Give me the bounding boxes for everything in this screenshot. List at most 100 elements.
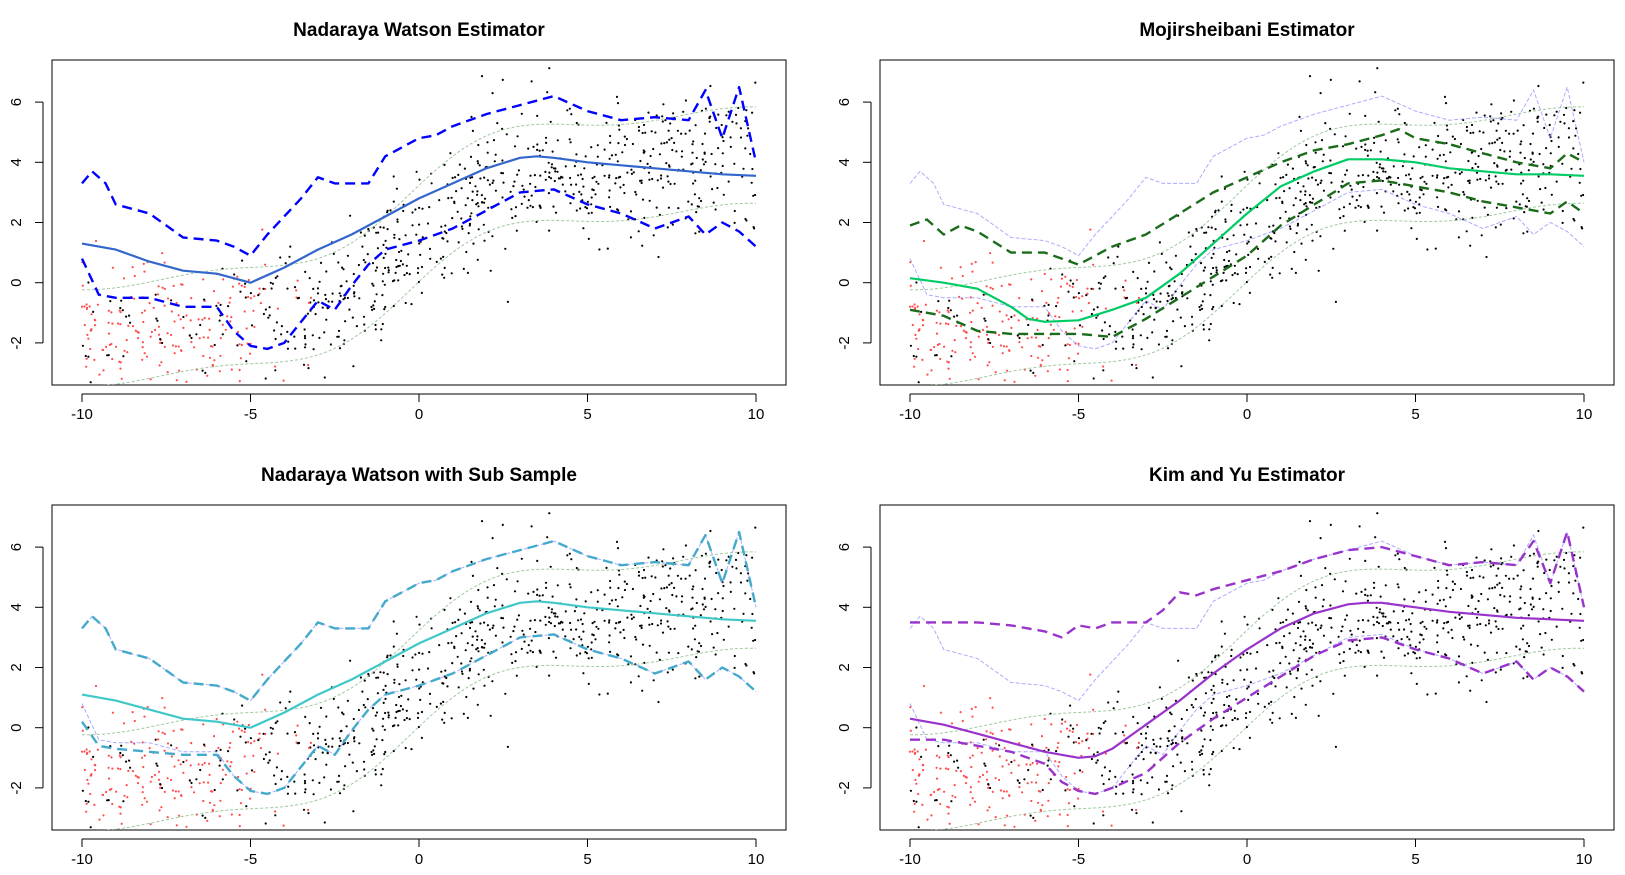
scatter-point	[1449, 151, 1452, 154]
scatter-point-red	[130, 856, 132, 858]
scatter-point	[1355, 644, 1358, 647]
scatter-point	[1483, 114, 1486, 117]
scatter-point-red	[166, 332, 169, 335]
scatter-point	[401, 263, 404, 266]
scatter-point	[453, 200, 456, 203]
scatter-point	[949, 754, 952, 757]
scatter-point	[1202, 714, 1205, 717]
scatter-point	[1468, 181, 1471, 185]
scatter-point-red	[935, 766, 938, 769]
scatter-point	[92, 310, 95, 313]
scatter-point	[625, 582, 629, 586]
scatter-point	[1209, 725, 1212, 728]
scatter-point	[1233, 717, 1236, 720]
scatter-point	[1278, 641, 1281, 644]
scatter-point	[1281, 645, 1284, 648]
scatter-point-red	[202, 354, 205, 358]
y-tick-label: -2	[836, 336, 853, 349]
scatter-point	[569, 647, 572, 650]
scatter-point	[1078, 769, 1082, 772]
scatter-point	[1153, 318, 1156, 321]
scatter-point	[1112, 707, 1115, 710]
scatter-point-red	[991, 304, 994, 307]
scatter-point	[443, 266, 446, 269]
scatter-point	[1227, 259, 1230, 263]
scatter-point	[754, 81, 757, 84]
scatter-point	[614, 598, 617, 601]
scatter-point	[1367, 651, 1370, 655]
scatter-point	[1291, 612, 1294, 615]
scatter-point	[570, 113, 573, 116]
scatter-point	[1132, 715, 1135, 719]
scatter-point	[1305, 228, 1308, 231]
scatter-point	[539, 619, 542, 622]
scatter-point-red	[909, 706, 912, 709]
scatter-point	[523, 640, 526, 643]
scatter-point	[1366, 594, 1369, 597]
scatter-point	[703, 151, 706, 154]
scatter-point	[1085, 294, 1088, 297]
scatter-point	[536, 588, 539, 591]
scatter-point	[1519, 607, 1522, 610]
scatter-point	[428, 206, 431, 209]
scatter-point	[1102, 276, 1105, 279]
scatter-point	[1539, 633, 1542, 636]
scatter-point	[1322, 153, 1325, 156]
scatter-point-red	[276, 307, 279, 310]
scatter-point	[639, 159, 642, 163]
scatter-point-red	[81, 729, 84, 732]
scatter-point-red	[253, 740, 256, 743]
scatter-point	[1482, 576, 1485, 579]
scatter-point	[486, 624, 489, 627]
scatter-point	[396, 665, 399, 668]
scatter-point	[404, 234, 407, 237]
scatter-point	[441, 273, 444, 276]
scatter-point	[1199, 262, 1203, 265]
scatter-point	[410, 748, 413, 751]
scatter-point-red	[94, 319, 97, 322]
scatter-point	[516, 135, 519, 138]
scatter-point	[344, 320, 347, 323]
scatter-point	[1444, 653, 1447, 656]
scatter-point	[1282, 176, 1285, 179]
scatter-point	[746, 579, 749, 582]
scatter-point-red	[1089, 228, 1092, 231]
scatter-point-red	[930, 793, 933, 797]
scatter-point	[920, 310, 923, 313]
scatter-point-red	[175, 824, 178, 827]
scatter-point	[454, 176, 457, 179]
scatter-point	[1544, 186, 1547, 190]
scatter-point	[581, 622, 584, 626]
scatter-point-red	[1036, 762, 1039, 765]
scatter-point	[482, 668, 485, 671]
scatter-point	[691, 151, 694, 154]
scatter-point	[476, 703, 479, 706]
scatter-point	[1064, 344, 1067, 347]
scatter-point	[1304, 193, 1307, 196]
scatter-point	[1415, 657, 1418, 660]
scatter-point-red	[1018, 742, 1021, 745]
scatter-point-red	[157, 333, 161, 336]
scatter-point	[1165, 335, 1168, 338]
scatter-point	[313, 396, 315, 398]
scatter-point	[358, 297, 361, 300]
scatter-point	[477, 673, 480, 676]
scatter-point	[329, 343, 332, 346]
scatter-point	[568, 583, 571, 586]
scatter-point	[284, 262, 287, 265]
scatter-point	[1360, 590, 1363, 594]
scatter-point	[745, 109, 748, 112]
scatter-point-red	[80, 750, 84, 753]
scatter-point	[1257, 702, 1260, 705]
scatter-point	[1233, 272, 1236, 275]
scatter-point	[739, 127, 743, 130]
scatter-point	[219, 314, 222, 317]
scatter-point	[337, 335, 340, 338]
scatter-point	[325, 763, 328, 766]
scatter-point	[371, 308, 374, 311]
scatter-point	[1090, 757, 1093, 761]
scatter-point	[1378, 166, 1381, 169]
scatter-point	[366, 698, 369, 701]
scatter-point	[1555, 625, 1558, 628]
scatter-point	[338, 347, 342, 350]
